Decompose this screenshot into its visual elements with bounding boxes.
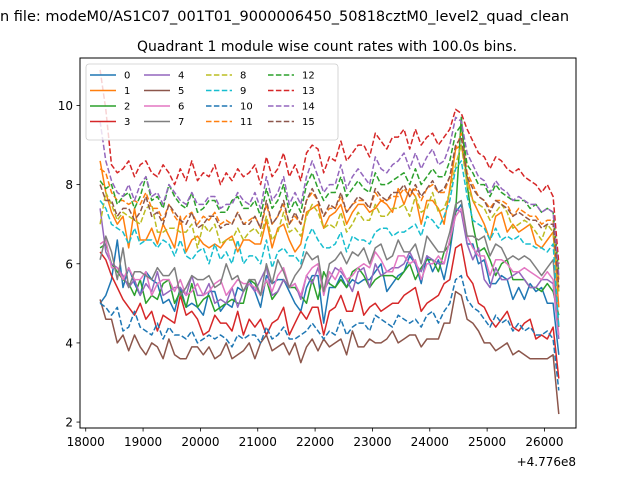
x-offset-label: +4.776e8 bbox=[517, 455, 576, 469]
plot-frame bbox=[79, 57, 577, 429]
series-line-12 bbox=[99, 124, 560, 272]
series-line-5 bbox=[99, 290, 560, 415]
legend-label-12: 12 bbox=[302, 71, 315, 82]
series-line-0 bbox=[99, 203, 560, 355]
series-line-2 bbox=[99, 116, 560, 316]
x-tick-label: 21000 bbox=[239, 435, 277, 449]
x-tick-label: 24000 bbox=[411, 435, 449, 449]
y-tick-label: 2 bbox=[65, 416, 73, 430]
suptitle: n file: modeM0/AS1C07_001T01_9000006450_… bbox=[0, 9, 569, 25]
x-tick-label: 20000 bbox=[181, 435, 219, 449]
legend-label-11: 11 bbox=[240, 117, 253, 128]
x-tick-label: 18000 bbox=[67, 435, 105, 449]
series-line-8 bbox=[99, 144, 560, 292]
legend-label-15: 15 bbox=[302, 117, 315, 128]
legend-label-7: 7 bbox=[178, 117, 184, 128]
legend-label-14: 14 bbox=[302, 102, 315, 113]
legend-label-2: 2 bbox=[124, 102, 130, 113]
series-line-14 bbox=[99, 116, 560, 276]
x-tick-label: 22000 bbox=[296, 435, 334, 449]
y-tick-label: 4 bbox=[65, 336, 73, 350]
legend-label-10: 10 bbox=[240, 102, 253, 113]
x-tick-label: 25000 bbox=[468, 435, 506, 449]
series-line-10 bbox=[99, 274, 560, 391]
series-line-7 bbox=[99, 199, 560, 328]
legend-label-9: 9 bbox=[240, 86, 246, 97]
series-line-6 bbox=[99, 207, 560, 336]
legend-label-5: 5 bbox=[178, 86, 184, 97]
legend-label-13: 13 bbox=[302, 86, 315, 97]
series-line-15 bbox=[99, 136, 560, 288]
series-line-1 bbox=[99, 144, 560, 308]
series-line-3 bbox=[99, 243, 560, 379]
series-line-13 bbox=[99, 69, 560, 264]
y-tick-label: 10 bbox=[58, 99, 73, 113]
legend-label-6: 6 bbox=[178, 102, 184, 113]
legend-label-8: 8 bbox=[240, 71, 246, 82]
tick-layer: 18000 19000 20000 21000 22000 23000 24000 25000… bbox=[58, 99, 564, 449]
chart-title: Quadrant 1 module wise count rates with … bbox=[137, 39, 517, 55]
y-tick-label: 8 bbox=[65, 178, 73, 192]
x-tick-label: 26000 bbox=[525, 435, 563, 449]
legend-label-3: 3 bbox=[124, 117, 130, 128]
x-tick-label: 19000 bbox=[124, 435, 162, 449]
legend-label-1: 1 bbox=[124, 86, 130, 97]
series-line-9 bbox=[99, 160, 560, 328]
series-layer bbox=[99, 69, 560, 415]
legend-label-4: 4 bbox=[178, 71, 184, 82]
y-tick-label: 6 bbox=[65, 257, 73, 271]
legend-label-0: 0 bbox=[124, 71, 130, 82]
x-tick-label: 23000 bbox=[353, 435, 391, 449]
